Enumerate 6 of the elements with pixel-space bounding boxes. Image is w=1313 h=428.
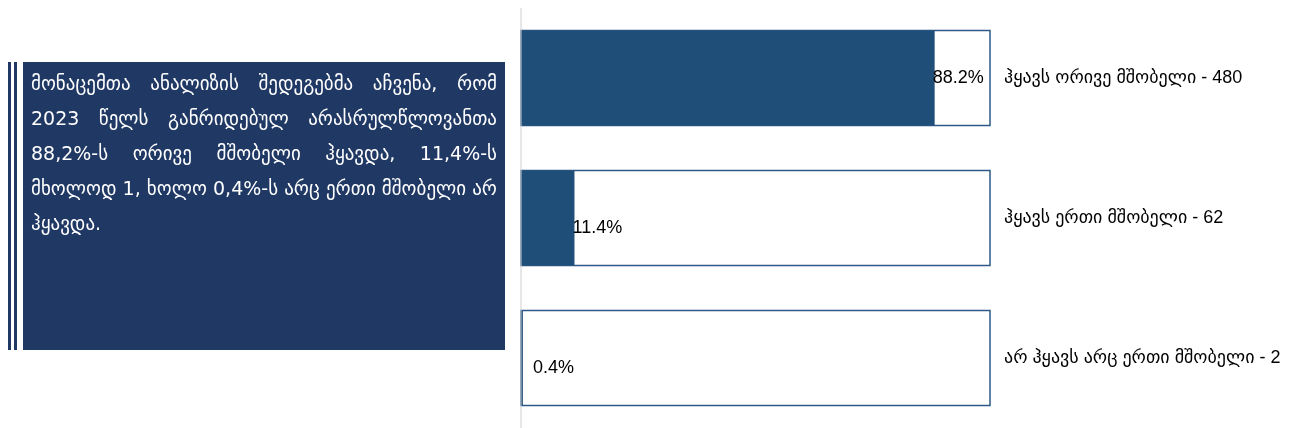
text: მონაცემთა ანალიზის შედეგებმა აჩვენა, რომ 2023 წელს განრიდებულ არასრულწლოვანთა 88,2%-ს ორივე მშობელი ჰყავდა, 11,4%-ს მხოლოდ 1, ხოლო 0,4%-ს არც ერთი მშობელი არ ჰყავდა. [31,71,497,237]
data-label: 11.4% [572,216,623,237]
y-tick-label: ჰყავს ერთი მშობელი - 62 [1004,206,1224,227]
y-tick-label: არ ჰყავს არც ერთი მშობელი - 2 [1004,346,1281,367]
data-label: 0.4% [532,356,574,377]
y-tick-label: ჰყავს ორივე მშობელი - 480 [1004,66,1243,87]
